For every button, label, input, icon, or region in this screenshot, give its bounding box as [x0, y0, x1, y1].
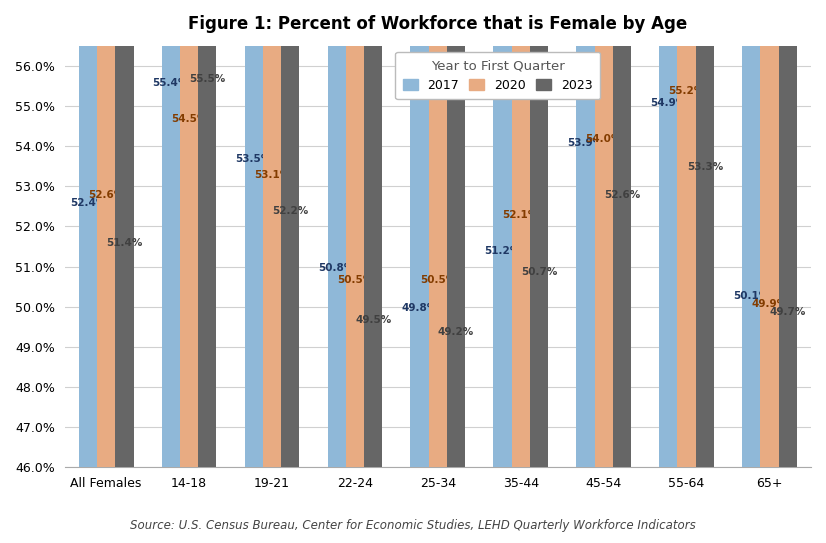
- Bar: [97, 0, 116, 468]
- Bar: [695, 0, 714, 468]
- Text: 52.6%: 52.6%: [604, 190, 640, 200]
- Text: 50.5%: 50.5%: [420, 275, 456, 285]
- Text: 50.1%: 50.1%: [733, 291, 770, 301]
- Bar: [162, 0, 180, 468]
- Text: 49.2%: 49.2%: [438, 327, 474, 337]
- Text: 50.7%: 50.7%: [521, 267, 558, 276]
- Text: 53.5%: 53.5%: [235, 154, 272, 164]
- Bar: [779, 0, 797, 468]
- Bar: [677, 0, 695, 468]
- Text: 50.8%: 50.8%: [319, 262, 355, 273]
- Text: 52.4%: 52.4%: [69, 198, 106, 209]
- Bar: [659, 0, 677, 468]
- Text: 55.2%: 55.2%: [668, 86, 705, 96]
- Bar: [116, 0, 134, 468]
- Text: 54.5%: 54.5%: [171, 114, 207, 124]
- Text: 51.2%: 51.2%: [484, 247, 520, 256]
- Bar: [346, 0, 364, 468]
- Text: 52.6%: 52.6%: [88, 190, 124, 200]
- Bar: [577, 0, 595, 468]
- Text: 49.5%: 49.5%: [355, 315, 392, 325]
- Bar: [743, 0, 761, 468]
- Text: 54.9%: 54.9%: [650, 98, 686, 108]
- Text: 49.7%: 49.7%: [770, 307, 806, 317]
- Text: 55.5%: 55.5%: [189, 74, 225, 84]
- Bar: [595, 0, 613, 468]
- Bar: [447, 0, 465, 468]
- Legend: 2017, 2020, 2023: 2017, 2020, 2023: [395, 52, 601, 99]
- Bar: [613, 0, 631, 468]
- Bar: [244, 0, 263, 468]
- Text: 52.1%: 52.1%: [503, 210, 539, 220]
- Text: 49.9%: 49.9%: [752, 299, 788, 308]
- Bar: [364, 0, 382, 468]
- Bar: [78, 0, 97, 468]
- Bar: [429, 0, 447, 468]
- Text: 49.8%: 49.8%: [401, 302, 438, 313]
- Bar: [411, 0, 429, 468]
- Text: 54.0%: 54.0%: [586, 134, 622, 144]
- Title: Figure 1: Percent of Workforce that is Female by Age: Figure 1: Percent of Workforce that is F…: [188, 15, 687, 33]
- Text: 51.4%: 51.4%: [107, 238, 143, 249]
- Bar: [328, 0, 346, 468]
- Bar: [263, 0, 281, 468]
- Bar: [281, 0, 299, 468]
- Bar: [530, 0, 548, 468]
- Text: 53.1%: 53.1%: [254, 170, 290, 180]
- Text: 52.2%: 52.2%: [272, 206, 308, 216]
- Text: Source: U.S. Census Bureau, Center for Economic Studies, LEHD Quarterly Workforc: Source: U.S. Census Bureau, Center for E…: [131, 519, 695, 532]
- Bar: [198, 0, 216, 468]
- Bar: [493, 0, 511, 468]
- Bar: [180, 0, 198, 468]
- Text: 50.5%: 50.5%: [337, 275, 373, 285]
- Text: 53.9%: 53.9%: [567, 138, 604, 148]
- Text: 55.4%: 55.4%: [153, 78, 189, 88]
- Bar: [511, 0, 530, 468]
- Bar: [761, 0, 779, 468]
- Text: 53.3%: 53.3%: [686, 162, 723, 172]
